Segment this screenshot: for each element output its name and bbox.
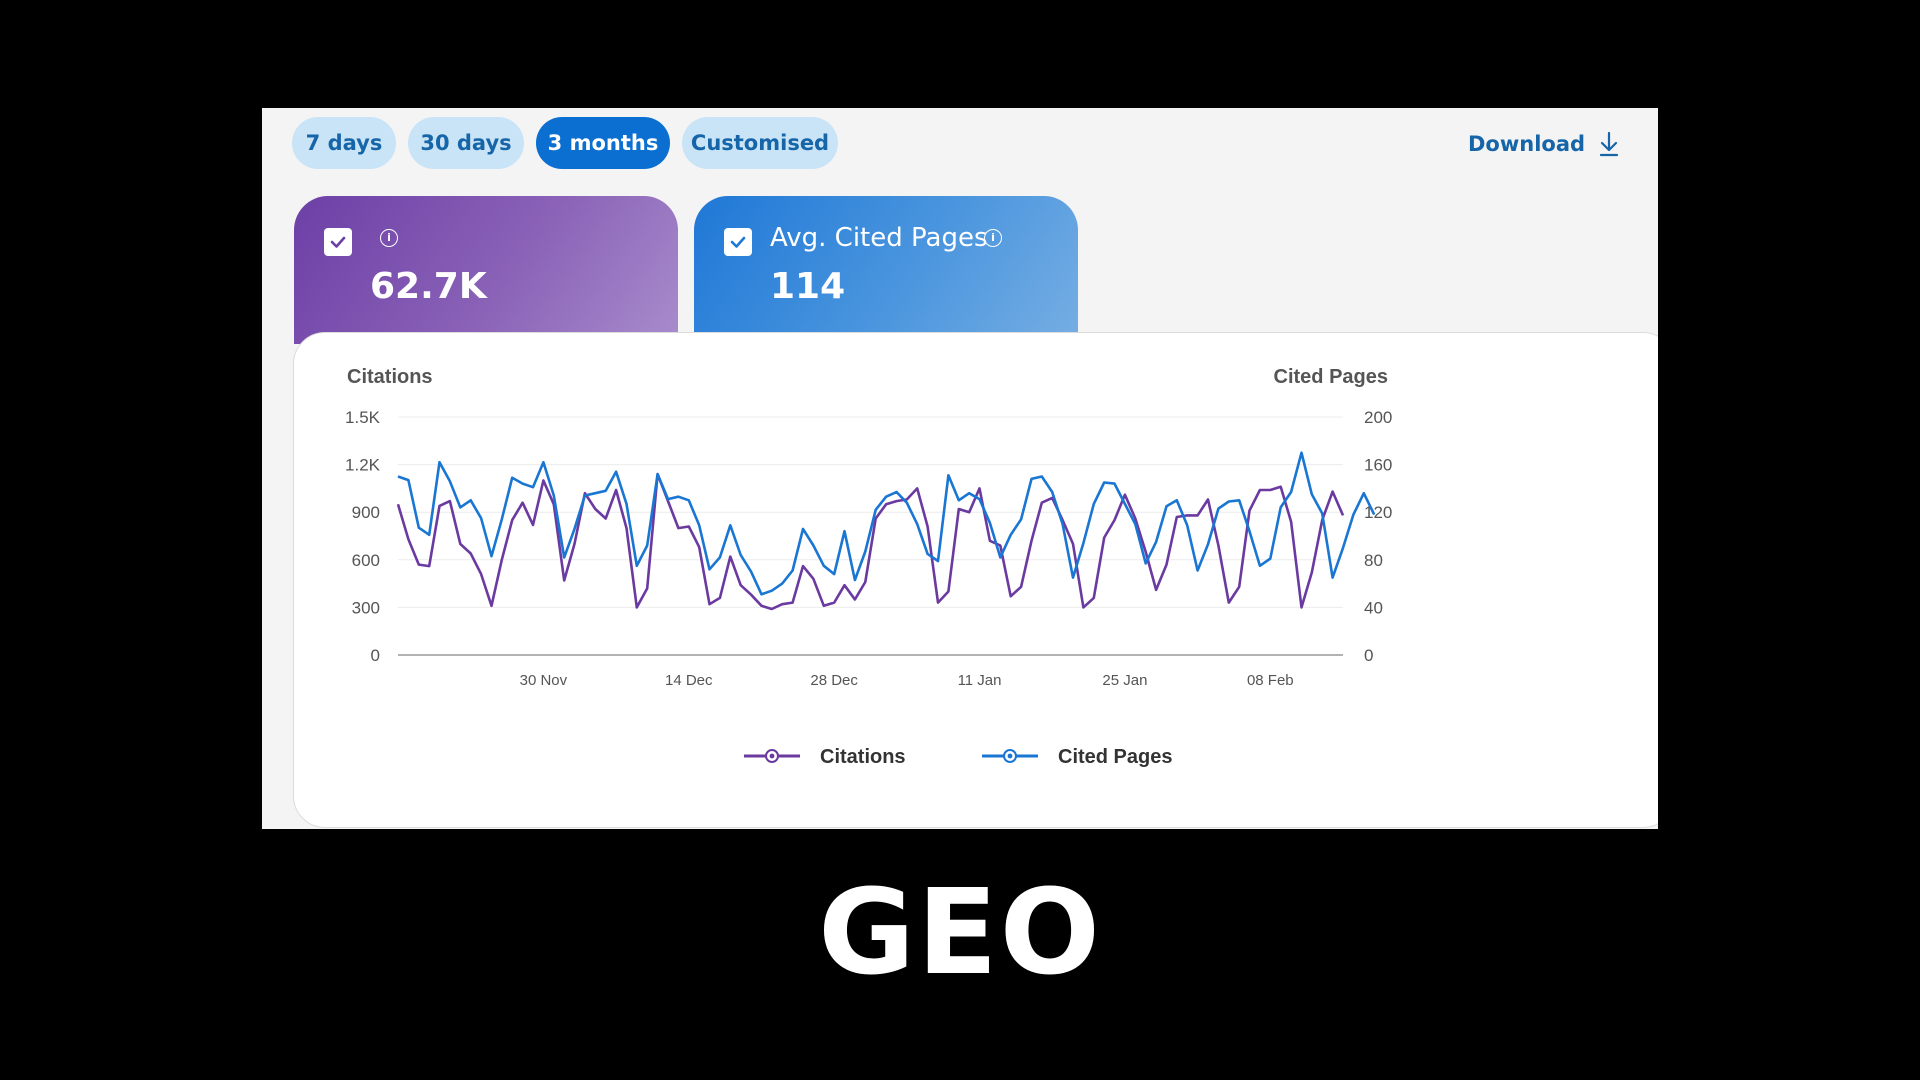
y-right-tick-label: 120 (1364, 503, 1392, 522)
y-left-tick-label: 1.2K (345, 456, 381, 475)
x-tick-label: 30 Nov (520, 672, 568, 689)
y-right-tick-label: 40 (1364, 598, 1383, 617)
series-line-citations (396, 472, 1345, 611)
series-line-cited-pages (397, 451, 1376, 596)
x-tick-label: 11 Jan (958, 672, 1002, 689)
info-icon[interactable]: i (984, 229, 1002, 247)
filter-7-days[interactable]: 7 days (292, 117, 396, 169)
y-right-tick-label: 200 (1364, 408, 1392, 427)
cited-pages-checkbox[interactable] (724, 228, 752, 256)
left-axis-title: Citations (347, 366, 433, 388)
check-icon (730, 236, 746, 248)
y-right-tick-label: 160 (1364, 456, 1392, 475)
chart-card: Citations Cited Pages 0 300 600 900 1.2K 1.5K 0 4… (293, 332, 1658, 828)
y-left-tick-label: 600 (352, 551, 380, 570)
analytics-panel: 7 days 30 days 3 months Customised Downl… (262, 108, 1658, 829)
cited-pages-card-label: Avg. Cited Pages (770, 223, 988, 253)
legend-marker-dot (769, 753, 775, 759)
info-icon[interactable]: i (380, 229, 398, 247)
line-chart: Citations Cited Pages 0 300 600 900 1.2K 1.5K 0 4… (345, 366, 1392, 768)
cited-pages-metric-card[interactable]: Avg. Cited Pages i 114 (694, 196, 1078, 344)
check-icon (330, 236, 346, 248)
filter-3-months[interactable]: 3 months (536, 117, 670, 169)
citations-metric-card[interactable]: i 62.7K (294, 196, 678, 344)
download-label: Download (1468, 132, 1586, 156)
download-icon (1599, 131, 1619, 157)
y-left-tick-label: 900 (352, 503, 380, 522)
geo-title: GEO (818, 863, 1102, 1001)
x-tick-label: 28 Dec (810, 672, 858, 689)
legend-label-citations[interactable]: Citations (820, 746, 906, 768)
x-tick-label: 08 Feb (1247, 672, 1294, 689)
filter-customised[interactable]: Customised (682, 117, 838, 169)
cited-pages-card-value: 114 (770, 266, 846, 307)
right-axis-title: Cited Pages (1274, 366, 1388, 388)
citations-checkbox[interactable] (324, 228, 352, 256)
y-left-tick-label: 300 (352, 598, 380, 617)
y-left-tick-label: 0 (371, 646, 380, 665)
filter-30-days[interactable]: 30 days (408, 117, 524, 169)
x-tick-label: 25 Jan (1102, 672, 1147, 689)
y-right-tick-label: 0 (1364, 646, 1373, 665)
legend-marker-dot (1007, 753, 1013, 759)
download-button[interactable]: Download (1468, 124, 1619, 164)
legend-label-cited-pages[interactable]: Cited Pages (1058, 746, 1172, 768)
y-left-tick-label: 1.5K (345, 408, 381, 427)
citations-card-value: 62.7K (370, 266, 487, 307)
y-right-tick-label: 80 (1364, 551, 1383, 570)
x-tick-label: 14 Dec (665, 672, 713, 689)
